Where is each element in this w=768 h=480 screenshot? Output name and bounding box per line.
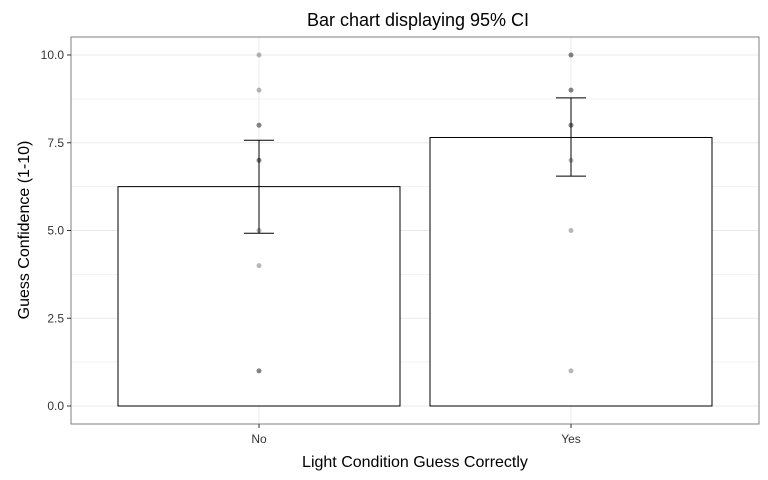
data-point [256,122,262,128]
y-axis-title: Guess Confidence (1-10) [16,141,33,320]
y-axis: 0.0 2.5 5.0 7.5 10.0 [41,48,71,413]
y-tick-label: 0.0 [47,399,64,413]
data-point [256,263,262,269]
y-tick-label: 10.0 [41,48,65,62]
data-point [256,52,262,58]
x-tick-label: No [251,432,267,446]
error-bars [244,97,586,234]
error-bar-no [244,139,274,234]
error-bar-yes [556,97,586,177]
data-point [256,87,262,93]
y-tick-label: 7.5 [47,136,64,150]
chart-title: Bar chart displaying 95% CI [307,10,529,30]
data-point [568,87,574,93]
data-point [568,87,574,93]
bars [117,136,713,407]
x-axis: No Yes [251,424,581,446]
data-point [568,52,574,58]
data-point [256,368,262,374]
y-tick-label: 5.0 [47,224,64,238]
x-tick-label: Yes [561,432,581,446]
data-point [568,368,574,374]
data-point [568,52,574,58]
y-tick-label: 2.5 [47,311,64,325]
x-axis-title: Light Condition Guess Correctly [302,454,528,471]
bar-yes [429,136,713,407]
data-point [256,122,262,128]
data-point [568,228,574,233]
data-point [256,368,262,374]
